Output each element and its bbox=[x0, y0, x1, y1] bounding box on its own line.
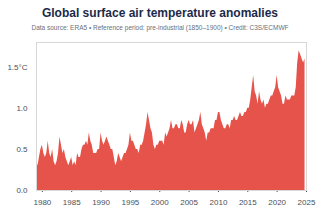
svg-text:0.5: 0.5 bbox=[16, 145, 28, 154]
svg-text:2025: 2025 bbox=[298, 198, 316, 207]
svg-text:2000: 2000 bbox=[151, 198, 169, 207]
svg-text:1990: 1990 bbox=[92, 198, 110, 207]
svg-text:1.0: 1.0 bbox=[16, 104, 28, 113]
svg-text:1980: 1980 bbox=[33, 198, 51, 207]
svg-text:1.5°C: 1.5°C bbox=[7, 63, 27, 72]
svg-text:2020: 2020 bbox=[268, 198, 286, 207]
svg-text:2005: 2005 bbox=[180, 198, 198, 207]
svg-text:0.0: 0.0 bbox=[16, 186, 28, 195]
svg-text:1995: 1995 bbox=[122, 198, 140, 207]
svg-text:2010: 2010 bbox=[210, 198, 228, 207]
html-text:Global surface air temperature: Global surface air temperature anomalies bbox=[42, 6, 278, 20]
svg-text:2015: 2015 bbox=[239, 198, 257, 207]
html-text:Data source: ERA5 • Reference: Data source: ERA5 • Reference period: pr… bbox=[31, 24, 289, 31]
svg-text:1985: 1985 bbox=[63, 198, 81, 207]
